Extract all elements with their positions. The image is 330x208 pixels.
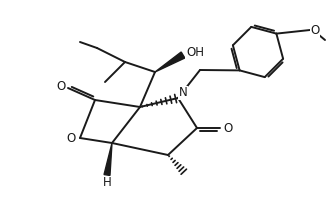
Polygon shape xyxy=(104,143,112,176)
Text: OH: OH xyxy=(186,47,204,59)
Polygon shape xyxy=(155,52,185,72)
Text: H: H xyxy=(103,177,112,189)
Text: O: O xyxy=(311,24,320,36)
Text: O: O xyxy=(223,121,233,135)
Text: O: O xyxy=(56,80,66,94)
Text: O: O xyxy=(66,132,76,146)
Text: N: N xyxy=(179,87,187,99)
